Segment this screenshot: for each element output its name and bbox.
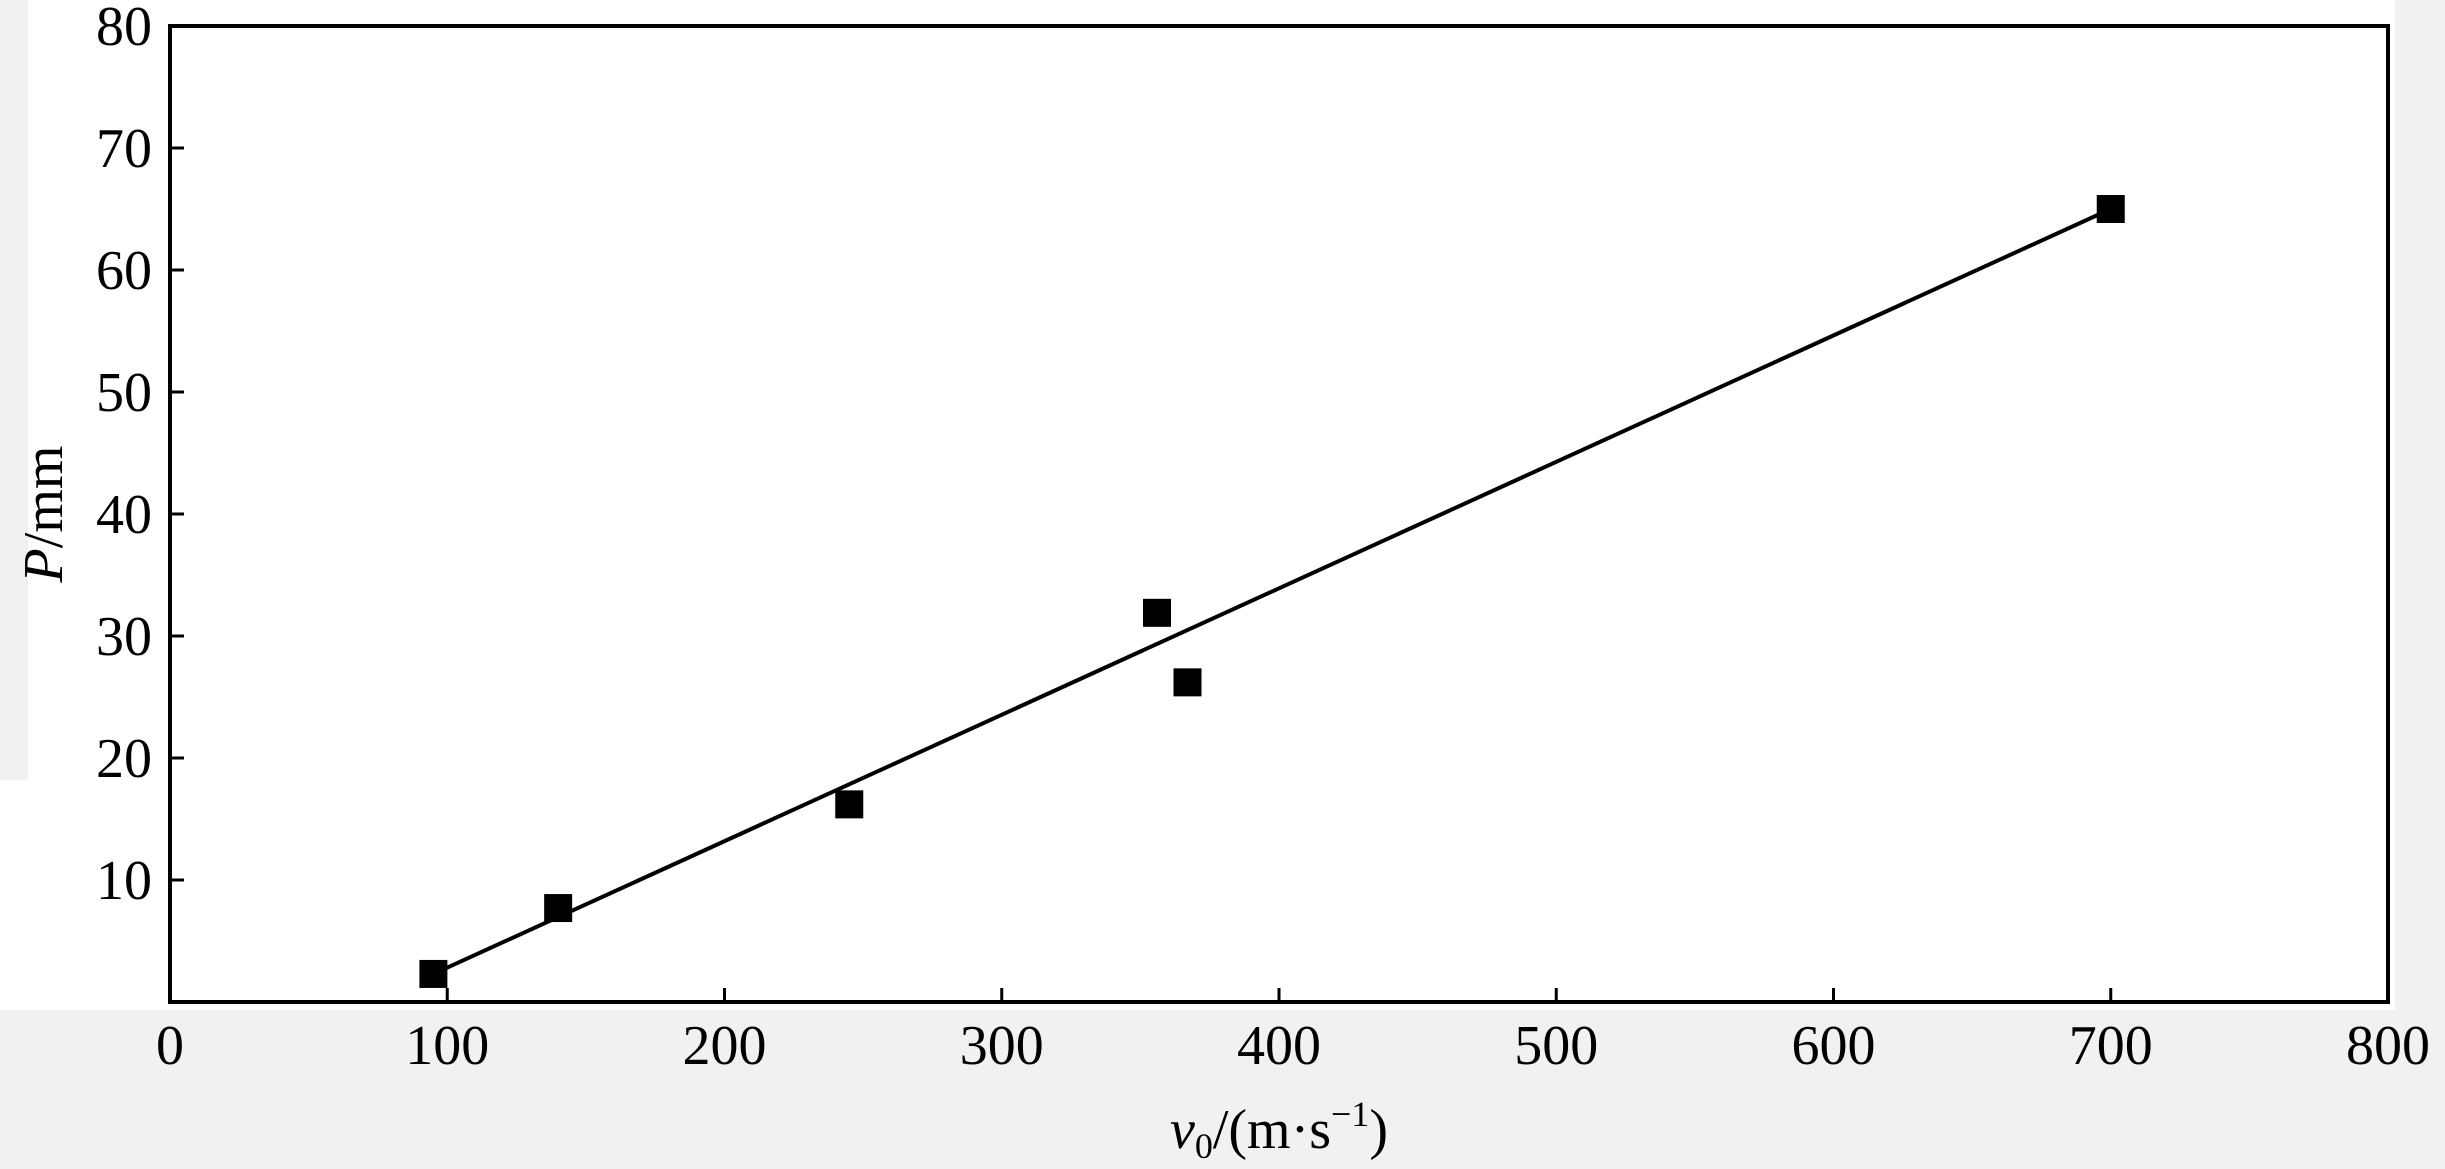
x-axis-unit: /(m·s <box>1213 1099 1331 1161</box>
x-tick-label: 700 <box>2069 1015 2153 1077</box>
data-point <box>1173 668 1202 697</box>
fit-line-layer <box>432 207 2112 976</box>
x-tick-label: 200 <box>683 1015 767 1077</box>
left-margin-band <box>0 0 28 780</box>
y-tick-label: 70 <box>96 118 152 180</box>
x-axis-var-subscript: 0 <box>1195 1126 1213 1166</box>
x-tick-label: 800 <box>2346 1015 2430 1077</box>
x-axis-unit-close: ) <box>1369 1099 1388 1161</box>
y-tick-label: 80 <box>96 0 152 58</box>
x-axis-var: v <box>1170 1099 1195 1161</box>
y-tick-label: 20 <box>96 728 152 790</box>
x-axis-ticks: 0 100 200 300 400 500 600 700 800 <box>156 988 2430 1077</box>
data-point <box>835 790 864 819</box>
y-tick-label: 30 <box>96 606 152 668</box>
data-points <box>419 195 2125 988</box>
x-tick-label: 600 <box>1792 1015 1876 1077</box>
y-tick-label: 60 <box>96 240 152 302</box>
y-tick-label: 10 <box>96 850 152 912</box>
fit-line <box>432 207 2112 976</box>
data-point <box>1143 598 1172 627</box>
x-axis-unit-superscript: −1 <box>1331 1094 1369 1134</box>
x-tick-label: 0 <box>156 1015 184 1077</box>
x-tick-label: 400 <box>1237 1015 1321 1077</box>
y-tick-label: 50 <box>96 362 152 424</box>
y-axis-unit: /mm <box>13 446 75 549</box>
plot-frame <box>168 24 2390 1004</box>
x-tick-label: 100 <box>405 1015 489 1077</box>
data-point <box>544 894 573 923</box>
data-point <box>2096 195 2125 223</box>
y-axis-var: P <box>13 548 75 583</box>
x-tick-label: 500 <box>1514 1015 1598 1077</box>
y-axis-ticks: 10 20 30 40 50 60 70 80 <box>96 0 184 912</box>
x-axis-label: v0/(m·s−1) <box>1170 1094 1388 1166</box>
right-margin-band <box>2395 0 2445 1169</box>
x-tick-label: 300 <box>960 1015 1044 1077</box>
y-axis-label: P/mm <box>13 446 75 584</box>
data-point <box>419 959 448 988</box>
plot-area <box>170 26 2388 1002</box>
y-tick-label: 40 <box>96 484 152 546</box>
bottom-margin-band <box>0 1010 2445 1169</box>
